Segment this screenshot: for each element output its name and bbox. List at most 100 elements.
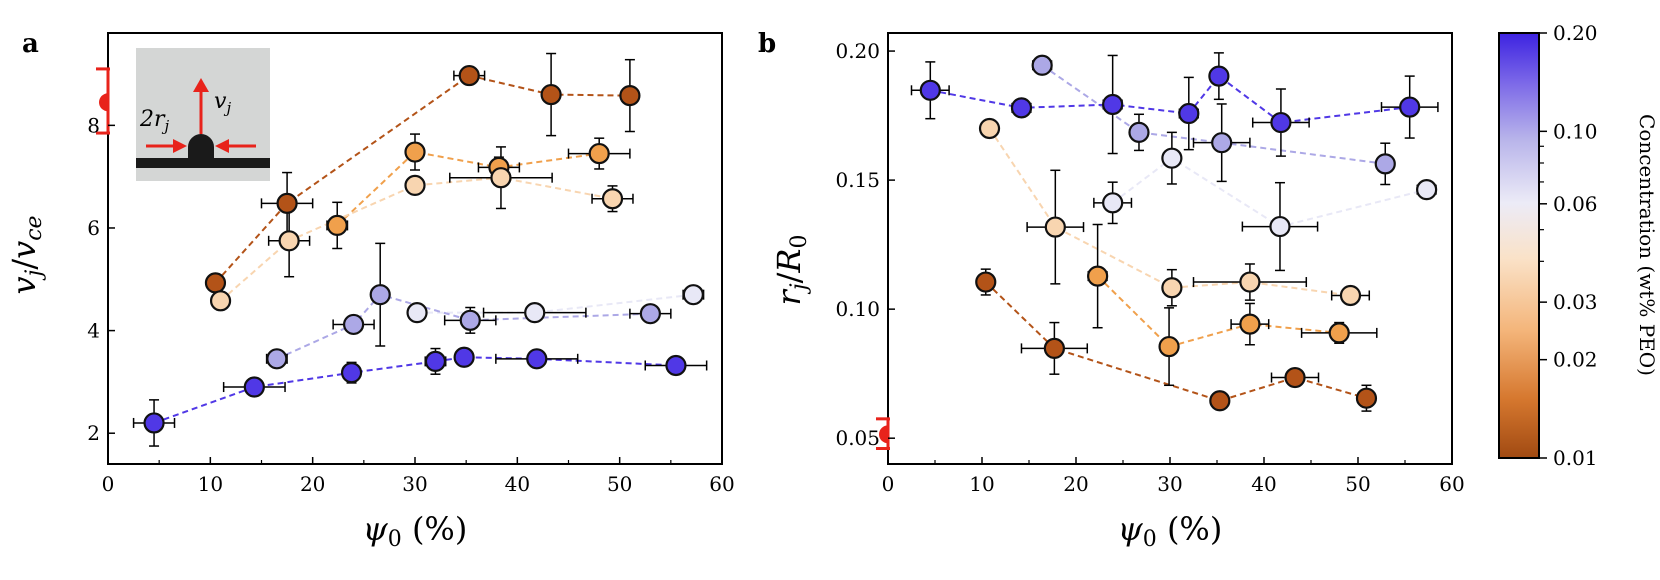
data-point-series-0	[619, 84, 641, 107]
inset-left-arrowhead	[173, 139, 187, 153]
droplet-inset: 2rj vj	[136, 48, 270, 181]
panel-b-y-axis-label: rj/R0	[770, 235, 812, 306]
data-point-series-5	[143, 412, 165, 434]
data-point-series-0	[540, 83, 562, 106]
panel-b: b 0 10 20 30 40 50 60 0.05 0.10 0.15 0.20 rj/R0 ψ0…	[758, 29, 1465, 552]
data-point-series-4	[1128, 121, 1150, 143]
data-point-series-4	[1374, 153, 1396, 175]
data-point-series-5	[665, 354, 687, 377]
data-point-series-4	[639, 303, 661, 325]
data-point-series-1	[404, 141, 426, 163]
series-line-5	[153, 356, 677, 424]
panel-a-y-axis-label: vj/vce	[5, 215, 47, 294]
data-point-series-1	[1239, 313, 1261, 335]
data-point-series-5	[526, 348, 548, 370]
data-point-series-2	[1239, 271, 1261, 293]
inset-velocity-text: v	[214, 89, 227, 114]
colorbar-tick-label: 0.20	[1553, 21, 1598, 45]
x-tick-label: 0	[882, 472, 895, 496]
data-point-series-2	[1044, 216, 1066, 238]
panel-b-points	[919, 54, 1438, 412]
inset-droplet	[188, 134, 214, 159]
reference-point	[99, 93, 108, 112]
inset-velocity-subscript: j	[223, 99, 231, 117]
panel-a-points	[143, 64, 704, 434]
y-tick-label: 6	[87, 216, 100, 240]
data-point-series-5	[919, 79, 941, 101]
data-point-series-2	[978, 117, 1001, 140]
data-point-series-4	[343, 313, 365, 336]
data-point-series-0	[458, 64, 480, 87]
data-point-series-3	[1269, 215, 1291, 238]
y-tick-label: 8	[87, 113, 100, 137]
data-point-series-2	[404, 174, 426, 196]
data-point-series-0	[1209, 390, 1231, 412]
x-tick-label: 20	[300, 472, 325, 496]
series-line-1	[1096, 275, 1340, 348]
inset-diameter-text: 2r	[139, 107, 166, 132]
panel-b-ticks: 0 10 20 30 40 50 60 0.05 0.10 0.15 0.20	[835, 39, 1464, 496]
data-point-series-4	[369, 284, 391, 306]
inset-diameter-subscript: j	[162, 117, 170, 135]
panel-a-x-axis-label: ψ0 (%)	[363, 510, 468, 552]
x-tick-label: 40	[1251, 472, 1276, 496]
data-point-series-1	[588, 142, 610, 165]
x-tick-label: 10	[198, 472, 223, 496]
colorbar-gradient	[1498, 32, 1540, 459]
data-point-series-0	[975, 271, 997, 293]
data-point-series-3	[524, 302, 546, 324]
data-point-series-0	[276, 192, 298, 214]
panel-b-x-axis-label: ψ0 (%)	[1118, 510, 1223, 552]
data-point-series-5	[453, 346, 475, 368]
y-tick-label: 0.10	[835, 297, 880, 321]
x-tick-label: 50	[1345, 472, 1370, 496]
data-point-series-2	[278, 230, 300, 252]
x-tick-label: 20	[1063, 472, 1088, 496]
series-line-1	[336, 150, 600, 227]
series-line-0	[214, 74, 630, 284]
data-point-series-5	[340, 362, 363, 384]
series-line-2	[219, 176, 613, 302]
data-point-series-5	[1102, 93, 1124, 116]
colorbar-label: Concentration (wt% PEO)	[1635, 114, 1659, 376]
data-point-series-1	[1158, 335, 1180, 358]
colorbar: 0.20 0.10 0.06 0.03 0.02 0.01 Concentration (…	[1498, 21, 1659, 470]
data-point-series-2	[209, 290, 232, 312]
colorbar-tick-label: 0.10	[1553, 119, 1598, 143]
data-point-series-4	[1031, 54, 1053, 76]
data-point-series-5	[243, 376, 265, 398]
series-line-3	[417, 293, 694, 314]
data-point-series-5	[1010, 97, 1033, 119]
y-tick-label: 0.05	[835, 426, 880, 450]
y-tick-label: 0.20	[835, 39, 880, 63]
colorbar-tick-label: 0.06	[1553, 192, 1598, 216]
x-tick-label: 60	[1439, 472, 1464, 496]
panel-a-error-bars	[132, 52, 708, 447]
x-tick-label: 50	[607, 472, 632, 496]
panel-a-label: a	[22, 29, 39, 59]
data-point-series-1	[1328, 322, 1350, 344]
inset-velocity-arrowhead	[193, 78, 209, 92]
data-point-series-1	[326, 214, 348, 237]
panel-b-reference-marker	[876, 417, 890, 451]
data-point-series-4	[266, 348, 288, 370]
data-point-series-3	[682, 284, 704, 306]
inset-fiber-band	[136, 158, 270, 168]
data-point-series-3	[406, 302, 428, 324]
panel-b-label: b	[758, 29, 776, 59]
data-point-series-5	[1399, 96, 1421, 118]
data-point-series-4	[1211, 132, 1233, 154]
series-line-4	[1041, 64, 1386, 165]
panel-a-reference-marker	[96, 67, 110, 135]
data-point-series-1	[1087, 265, 1109, 287]
colorbar-tick-label: 0.01	[1553, 446, 1598, 470]
colorbar-tick-label: 0.03	[1553, 290, 1598, 314]
y-tick-label: 4	[87, 319, 100, 343]
data-point-series-2	[1161, 277, 1183, 299]
y-tick-label: 0.15	[835, 168, 880, 192]
x-tick-label: 0	[102, 472, 115, 496]
data-point-series-5	[1178, 102, 1200, 125]
data-point-series-2	[1339, 284, 1362, 307]
panel-b-error-bars	[910, 52, 1439, 412]
